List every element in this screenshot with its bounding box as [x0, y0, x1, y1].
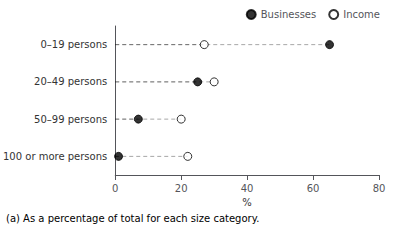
svg-text:40: 40 — [241, 183, 254, 194]
svg-text:50–99 persons: 50–99 persons — [34, 114, 107, 125]
svg-text:60: 60 — [307, 183, 320, 194]
svg-text:20: 20 — [175, 183, 188, 194]
svg-text:Businesses: Businesses — [261, 9, 316, 20]
svg-text:20–49 persons: 20–49 persons — [34, 76, 107, 87]
svg-text:0–19 persons: 0–19 persons — [40, 39, 107, 50]
svg-text:Income: Income — [343, 9, 380, 20]
svg-text:100 or more persons: 100 or more persons — [3, 151, 107, 162]
svg-text:80: 80 — [373, 183, 386, 194]
svg-text:0: 0 — [112, 183, 118, 194]
svg-text:(a) As a percentage of total f: (a) As a percentage of total for each si… — [6, 213, 259, 224]
svg-text:%: % — [242, 197, 252, 208]
